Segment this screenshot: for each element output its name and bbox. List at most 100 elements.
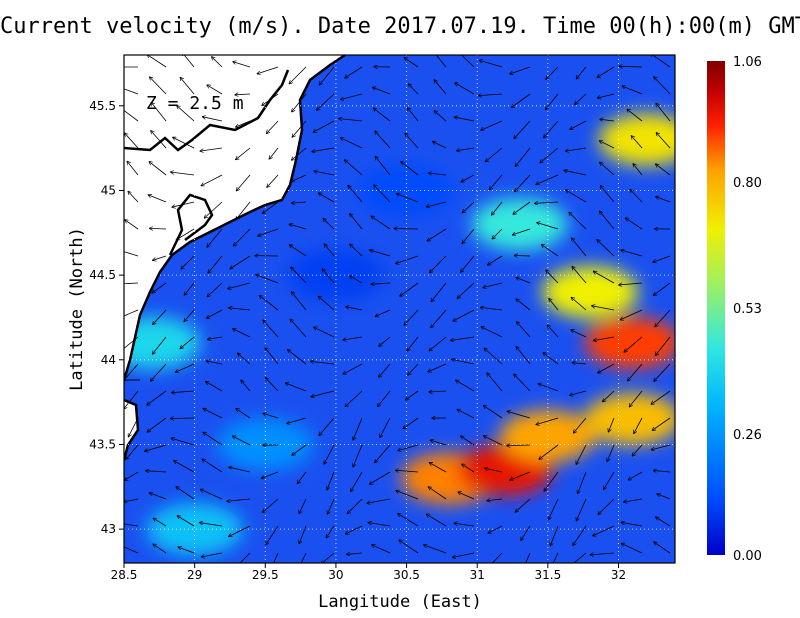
velocity-arrow (124, 251, 139, 257)
velocity-arrow (650, 55, 671, 68)
velocity-arrow (654, 363, 671, 382)
velocity-arrow (153, 518, 167, 527)
velocity-arrow (230, 255, 251, 269)
velocity-arrow (273, 552, 279, 563)
velocity-arrow (484, 468, 503, 473)
velocity-arrow (239, 552, 251, 563)
speed-patch (584, 393, 675, 446)
velocity-arrow (426, 514, 447, 527)
velocity-arrow (623, 498, 643, 502)
velocity-arrow (371, 216, 391, 230)
velocity-arrow (407, 336, 419, 351)
velocity-arrow (297, 471, 307, 484)
velocity-arrow (291, 174, 307, 182)
velocity-arrow (600, 185, 615, 203)
velocity-arrow (347, 498, 363, 514)
velocity-arrow (345, 390, 363, 407)
velocity-arrow (228, 308, 251, 311)
velocity-arrow (147, 417, 167, 432)
velocity-arrow (232, 329, 251, 338)
velocity-arrow (593, 525, 615, 536)
velocity-arrow (236, 120, 251, 127)
y-axis-ticks: 43 43.5 44 44.5 45 45.5 (89, 99, 124, 536)
velocity-arrow (299, 525, 307, 544)
velocity-arrow (324, 444, 335, 464)
velocity-arrow (299, 498, 307, 514)
velocity-arrow (311, 390, 335, 397)
velocity-arrow (340, 93, 363, 100)
velocity-arrow (492, 228, 503, 239)
velocity-arrow (564, 170, 587, 176)
velocity-arrow (655, 164, 671, 176)
velocity-arrow (571, 330, 587, 338)
velocity-arrow (374, 185, 391, 203)
velocity-arrow (327, 471, 335, 490)
velocity-arrow (429, 462, 447, 473)
velocity-arrow (541, 244, 559, 257)
velocity-arrow (313, 120, 335, 132)
velocity-arrow (353, 417, 363, 440)
velocity-arrow (144, 444, 167, 451)
velocity-arrow (656, 197, 671, 203)
velocity-arrow (375, 131, 391, 149)
coast-inner-2 (168, 193, 214, 256)
velocity-arrow (573, 552, 587, 563)
velocity-arrow (316, 93, 335, 110)
velocity-arrow (327, 498, 335, 514)
velocity-arrow (203, 408, 223, 419)
y-axis-label: Latitude (North) (67, 227, 87, 391)
velocity-arrow (202, 117, 223, 122)
velocity-arrow (261, 471, 279, 479)
velocity-arrow (227, 498, 251, 501)
velocity-arrow (182, 55, 195, 68)
velocity-arrow (314, 171, 335, 176)
velocity-arrow (256, 274, 279, 284)
velocity-arrow (405, 133, 419, 149)
velocity-arrow (479, 60, 503, 68)
velocity-arrow (124, 390, 139, 409)
velocity-arrow (487, 373, 503, 392)
velocity-arrow (149, 77, 167, 95)
velocity-arrow (292, 444, 307, 455)
velocity-arrow (394, 228, 419, 229)
velocity-arrow (600, 162, 615, 176)
velocity-arrow (236, 201, 251, 220)
velocity-arrow (590, 553, 615, 555)
velocity-arrow (549, 298, 559, 311)
velocity-arrow (350, 244, 363, 257)
velocity-arrow (291, 147, 307, 160)
velocity-arrow (379, 363, 391, 377)
velocity-arrow (621, 522, 643, 527)
velocity-arrow (208, 255, 223, 273)
velocity-arrow (212, 57, 223, 68)
velocity-arrow (575, 93, 587, 104)
velocity-arrow (489, 552, 503, 563)
velocity-arrow (177, 106, 195, 122)
velocity-arrow (202, 459, 223, 473)
velocity-arrow (487, 499, 503, 501)
velocity-arrow (229, 467, 251, 473)
velocity-arrow (124, 309, 139, 317)
velocity-arrow (151, 102, 167, 122)
velocity-arrow (571, 297, 587, 311)
velocity-arrow (544, 471, 559, 491)
velocity-arrow (521, 525, 531, 541)
velocity-arrow (515, 174, 531, 192)
velocity-arrow (602, 390, 615, 402)
velocity-arrow (655, 517, 671, 527)
x-axis-label: Langitude (East) (318, 592, 482, 612)
velocity-arrow (484, 348, 503, 365)
velocity-arrow (534, 202, 559, 203)
velocity-arrow (598, 363, 615, 373)
velocity-arrow (603, 471, 615, 490)
velocity-arrow (262, 93, 279, 106)
velocity-arrow (621, 543, 643, 554)
velocity-arrow (404, 309, 419, 325)
velocity-arrow (236, 408, 251, 419)
velocity-arrow (184, 309, 195, 322)
velocity-arrow (151, 131, 167, 149)
velocity-arrow (571, 238, 587, 257)
velocity-arrow (258, 228, 279, 236)
velocity-arrow (655, 309, 671, 327)
velocity-arrow (537, 223, 559, 230)
